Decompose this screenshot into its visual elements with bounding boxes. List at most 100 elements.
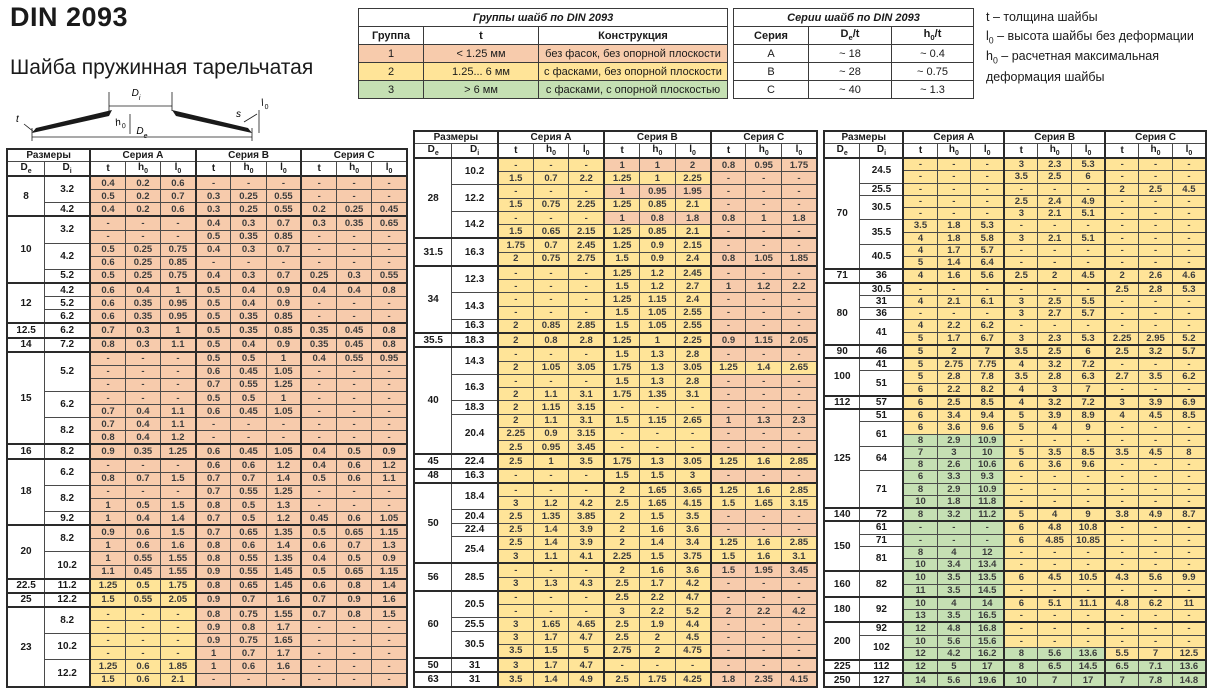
di-cell: 31 <box>451 671 499 688</box>
di-cell: 36 <box>859 307 904 321</box>
series-a-header: Серия A <box>902 130 1005 144</box>
value-cell: - <box>532 481 570 498</box>
value-cell: 1.4 <box>532 671 570 688</box>
value-cell: 0.5 <box>335 443 373 460</box>
de-cell: 23 <box>6 606 46 688</box>
value-cell: 4.8 <box>1037 520 1072 535</box>
value-cell: - <box>496 467 534 484</box>
value-cell: 4.5 <box>674 630 712 645</box>
value-cell: 2 <box>936 343 972 359</box>
value-cell: 0.4 <box>194 268 232 284</box>
value-cell: 0.4 <box>300 281 338 298</box>
value-cell: - <box>568 481 605 498</box>
value-cell: 2 <box>496 400 534 415</box>
table-row: 30.5- - -2.5 2.4 4.9- - - <box>824 194 1207 221</box>
value-cell: 6.3 <box>1071 370 1106 384</box>
value-cell: 3.2 <box>936 507 972 522</box>
table-row: 12.2- - -1 0.95 1.95- - - <box>414 184 818 212</box>
value-cell: - <box>124 391 162 406</box>
value-cell: 1.3 <box>371 538 408 553</box>
value-cell: - <box>335 659 373 674</box>
value-cell: 1.25 <box>603 197 641 212</box>
legend-line: h0 – расчетная максимальная деформация ш… <box>986 49 1159 84</box>
de-cell: 50 <box>413 657 453 673</box>
value-cell: - <box>89 457 126 473</box>
value-cell: - <box>1171 545 1207 560</box>
value-cell: - <box>780 426 818 442</box>
value-cell: - <box>639 657 676 673</box>
value-cell: 8 <box>902 507 938 522</box>
value-cell: 6.5 <box>1037 659 1072 674</box>
page-subtitle: Шайба пружинная тарельчатая <box>10 56 314 79</box>
value-cell: - <box>194 255 232 270</box>
value-cell: - <box>496 373 534 389</box>
value-cell: 1.8 <box>936 494 972 509</box>
value-cell: 2.4 <box>674 292 712 307</box>
table-row: 34 12.3- - -1.25 1.2 2.45- - - <box>413 264 818 334</box>
value-cell: 2 <box>496 360 534 375</box>
value-cell: 1.7 <box>936 243 972 258</box>
value-cell: 0.9 <box>532 426 570 442</box>
series-a-header: Серия A <box>496 130 605 144</box>
di-cell: 8.2 <box>44 606 91 635</box>
value-cell: - <box>709 171 747 186</box>
table-row: 50 31 3 1.7 4.7- - - - - - <box>413 657 818 673</box>
value-cell: 5 <box>1003 507 1039 522</box>
table-row: 100 41 5 2.75 7.75 4 3.2 7.2- - - <box>823 357 1207 397</box>
value-cell: 14 <box>902 672 938 688</box>
series-cell: A <box>733 44 809 63</box>
value-cell: - <box>124 364 162 379</box>
value-cell: - <box>780 589 818 606</box>
col-header-h0: h0 <box>335 161 373 177</box>
di-cell: 16.3 <box>451 467 499 484</box>
value-cell: - <box>1037 494 1072 509</box>
value-cell: - <box>745 171 782 186</box>
value-cell: 0.75 <box>160 268 197 284</box>
value-cell: 2.5 <box>1037 343 1072 359</box>
size-header-row-groups: Размеры Серия A Серия B Серия C <box>6 148 408 162</box>
value-cell: 0.75 <box>230 606 267 622</box>
value-cell: - <box>1071 256 1106 270</box>
value-cell: 11.2 <box>970 507 1005 522</box>
value-cell: 2 <box>639 643 676 659</box>
value-cell: 2 <box>603 509 641 524</box>
value-cell: - <box>1003 319 1039 333</box>
di-cell: 12.2 <box>44 591 91 608</box>
di-cell: 127 <box>859 672 904 688</box>
value-cell: 14 <box>970 595 1005 611</box>
value-cell: 2.45 <box>674 264 712 281</box>
value-cell: 1.6 <box>745 453 782 470</box>
table-row: 14.2- - -1 0.8 1.8 0.8 1 1.8 <box>414 210 818 239</box>
value-cell: 1.65 <box>639 481 676 498</box>
value-cell: 0.65 <box>335 524 373 540</box>
size-header-row-cols: De Di t h0 l0 t h0 l0 t h0 l0 <box>823 143 1207 159</box>
value-cell: - <box>1138 219 1173 233</box>
table-row: 1.5 0.6 2.1- - - - - - <box>7 672 408 688</box>
value-cell: 2.2 <box>936 382 972 397</box>
value-cell: 3.5 <box>674 509 712 524</box>
value-cell: - <box>300 497 338 513</box>
value-cell: 1.8 <box>936 219 972 233</box>
value-cell: - <box>1171 458 1207 472</box>
di-cell: 5.2 <box>44 350 91 393</box>
value-cell: 6.2 <box>970 319 1005 333</box>
value-cell: - <box>532 279 570 294</box>
razmery-header: Размеры <box>823 130 904 144</box>
value-cell: 0.6 <box>335 471 373 486</box>
value-cell: 0.9 <box>265 281 302 298</box>
value-cell: - <box>709 264 747 281</box>
value-cell: - <box>936 194 972 209</box>
di-cell: 10.2 <box>44 551 91 580</box>
value-cell: - <box>568 373 605 389</box>
value-cell: 2 <box>603 535 641 551</box>
value-cell: 1.5 <box>603 346 641 362</box>
value-cell: - <box>300 242 338 257</box>
col-header-t: t <box>194 161 232 177</box>
de-cell: 40 <box>413 346 453 455</box>
value-cell: 1.95 <box>745 562 782 578</box>
value-cell: 0.7 <box>300 591 338 608</box>
di-cell: 64 <box>859 445 904 472</box>
value-cell: 3.5 <box>902 219 938 233</box>
de-cell: 71 <box>823 268 861 284</box>
value-cell: 6 <box>1071 343 1106 359</box>
